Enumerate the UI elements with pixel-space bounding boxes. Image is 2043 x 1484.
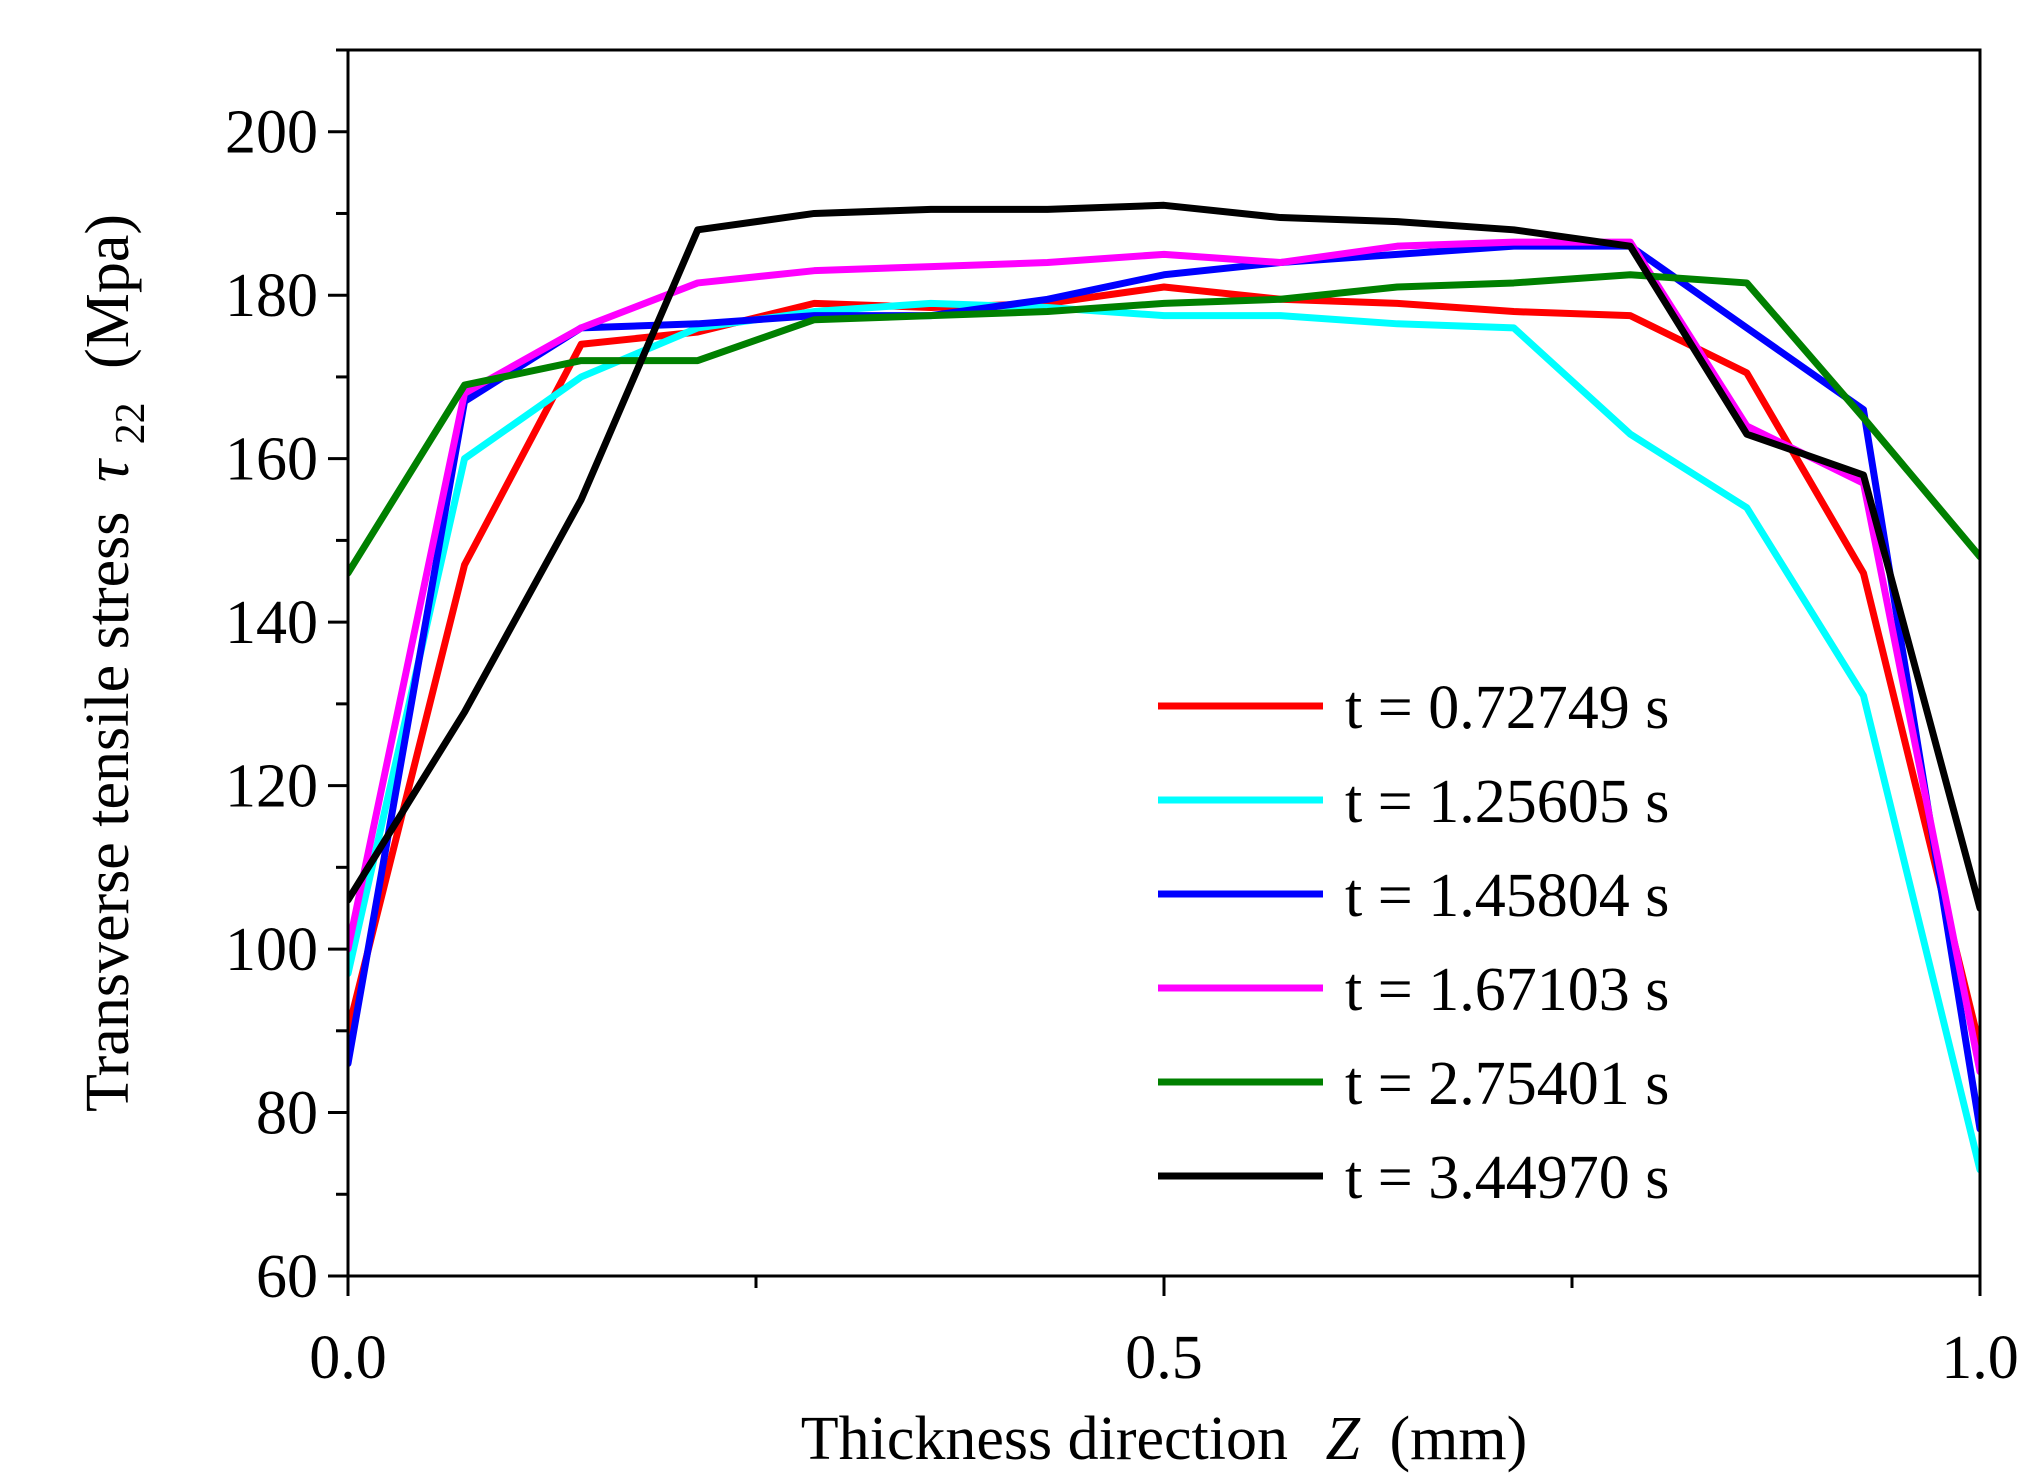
legend: t = 0.72749 s t = 1.25605 s t = 1.45804 s t…: [1158, 674, 1669, 1212]
legend-label: t = 1.67103 s: [1345, 956, 1669, 1024]
series-line-6: [348, 201, 1980, 912]
y-axis-title-symbol: τ: [74, 457, 142, 482]
y-axis-ticks: 60 80 100 120 140 160 180 200: [225, 48, 348, 1311]
y-tick-label: 120: [225, 753, 318, 821]
y-axis-title: Transverse tensile stress τ 22 (Mpa): [74, 214, 158, 1112]
legend-label: t = 3.44970 s: [1345, 1144, 1669, 1212]
x-axis-title-variable: Z: [1326, 1405, 1361, 1473]
x-axis-ticks: 0.0 0.5 1.0: [309, 1276, 2019, 1392]
x-tick-label: 1.0: [1941, 1324, 2019, 1392]
series-line-2: [348, 299, 1980, 1174]
legend-label: t = 2.75401 s: [1345, 1050, 1669, 1118]
y-tick-label: 180: [225, 262, 318, 330]
series-line-4: [348, 238, 1980, 1076]
data-series: [348, 201, 1980, 1174]
legend-label: t = 1.45804 s: [1345, 862, 1669, 930]
x-axis-title: Thickness direction Z (mm): [801, 1405, 1528, 1473]
series-line-1: [348, 283, 1980, 1051]
y-axis-title-subscript: 22: [108, 402, 154, 444]
y-tick-label: 200: [225, 99, 318, 167]
legend-label: t = 1.25605 s: [1345, 768, 1669, 836]
y-tick-label: 60: [256, 1243, 318, 1311]
y-axis-title-text: Transverse tensile stress: [74, 512, 142, 1112]
legend-label: t = 0.72749 s: [1345, 674, 1669, 742]
y-tick-label: 80: [256, 1080, 318, 1148]
series-line-5: [348, 271, 1980, 577]
y-tick-label: 160: [225, 426, 318, 494]
x-axis-title-unit: (mm): [1390, 1405, 1528, 1473]
y-axis-title-unit: (Mpa): [74, 214, 142, 369]
x-tick-label: 0.5: [1125, 1324, 1203, 1392]
x-tick-label: 0.0: [309, 1324, 387, 1392]
plot-frame: [346, 48, 1982, 1278]
y-tick-label: 140: [225, 589, 318, 657]
y-tick-label: 100: [225, 916, 318, 984]
x-axis-title-text: Thickness direction: [801, 1405, 1288, 1473]
series-line-3: [348, 242, 1980, 1133]
